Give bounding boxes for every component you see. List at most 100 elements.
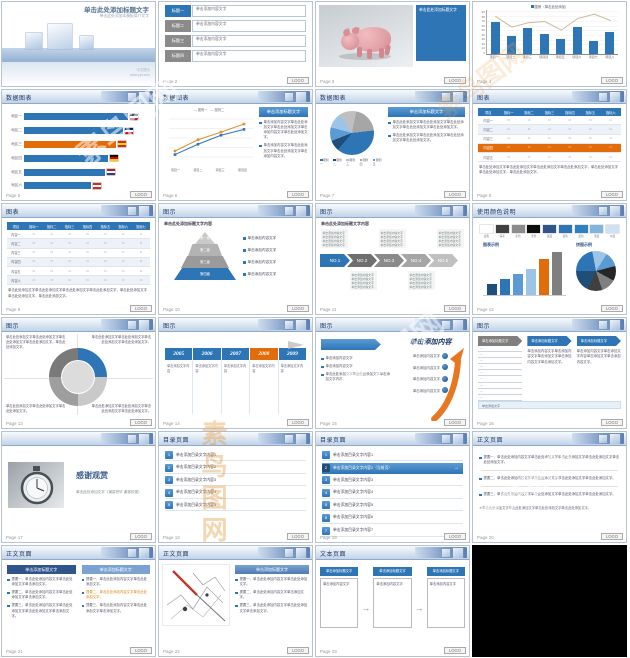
pyramid-body: 单击此处添加标题文字内容 第一级 单击添加内容文字 第二级 单击添加内容文字 第三级 单击…	[159, 218, 312, 303]
slide-title: 图示	[320, 210, 334, 216]
slide-1-cover[interactable]: 单击此处添加标题文字 单击此处添加本模板简介文字 中文提示 www.ppt.co…	[1, 1, 156, 87]
toc-item[interactable]: 1 单击添加目录文字内容1	[322, 450, 463, 461]
toc-item[interactable]: 2 单击添加目录文字内容2	[165, 463, 306, 474]
toc-item[interactable]: 4 单击添加目录文字内容4	[322, 488, 463, 499]
arrow-item: 单击添加内容文字	[397, 352, 464, 359]
table-row-label: 内容二	[478, 125, 499, 135]
slide-8-table[interactable]: 图表 项目 指标一 指标二 指标三 指标四 指标五 指标六 内容一 □ □ □ □ □ □ 内容二 □ □ □ □ □…	[472, 89, 627, 201]
slide-9-table[interactable]: 图表 项目 指标一 指标二 指标三 指标四 指标五 指标六 指标七 内容一 □ □ □ □ □ □ □ 内容二 □…	[1, 203, 156, 315]
arrow-item-text: 单击添加内容文字	[412, 365, 440, 370]
toc-item[interactable]: 3 单击添加目录文字内容3	[165, 475, 306, 487]
color-swatch	[480, 225, 493, 233]
page-number: Page 6	[163, 193, 178, 198]
slide-10-pyramid[interactable]: 图示 单击此处添加标题文字内容 第一级 单击添加内容文字 第二级 单击添加内容文字 第三…	[158, 203, 313, 315]
slide-15-arrow-content[interactable]: 图示 单击添加内容文字 单击添加内容文字 单击此处添加文字单击此处添加文字单击添…	[315, 317, 470, 429]
cube-graphic	[80, 36, 93, 49]
color-swatch	[590, 225, 604, 233]
slide-17-thanks[interactable]: 感谢观赏 单击此处添加文字（演讲完毕 谢谢欣赏） Page 17 LOGO	[1, 431, 156, 543]
table-cell: □	[24, 257, 43, 267]
slide-header: 数据图表	[316, 90, 469, 104]
bullet-item: 单击添加内容文字单击此处添加文字单击此处添加文字单击添加内容文字。	[259, 143, 308, 158]
pyramid-side-text: 单击添加内容文字	[243, 248, 276, 253]
hbar-row: 地区三	[7, 138, 150, 152]
table-cell: □	[60, 257, 79, 267]
slide-16-three-chevrons[interactable]: 图示 单击添加标题文字 — — — — — — — — — 单击添加标题文字 单击添加内容文字单击添加…	[472, 317, 627, 429]
cube-icon	[610, 320, 620, 330]
cover-subtitle: 单击此处添加本模板简介文字	[99, 14, 149, 18]
table-cell: □	[24, 239, 43, 249]
bullet-item-highlighted: 提要二、单击此处添加内容文字单击此处添加文字。	[81, 590, 151, 600]
slide-13-donut[interactable]: 图示 单击此处添加文字单击此处添加文字单击此处添加文字单击此处添加文字。单击此处…	[1, 317, 156, 429]
toc-item[interactable]: 2 单击添加目录文字内容2（当前页） →	[322, 462, 463, 474]
timeline-body: 2005 2006 2007 2008 2009 单击添加文字内容 单击添加文字内容 单击添…	[159, 332, 312, 417]
slide-title: 数据图表	[163, 96, 190, 102]
slide-21-two-columns[interactable]: 正文页面 单击添加标题文字 提要一、单击此处添加内容文字单击此处添加文字单击添加…	[1, 545, 156, 657]
text-column: 单击添加标题文字 单击添加内容文字单击此处添加文字单击此处添加文字单击添加内容文…	[259, 107, 308, 186]
chevron-column: 单击添加标题文字 — — — — — — — — —	[478, 336, 523, 401]
bullet-icon	[235, 604, 238, 608]
slide-18-toc[interactable]: 目录页面 1 单击添加目录文字内容1 2 单击添加目录文字内容2 3 单击添加目录文字内容…	[158, 431, 313, 543]
hbar	[24, 182, 92, 190]
step-note-line: 单击添加内容文字	[322, 230, 345, 235]
slide-11-process[interactable]: 图示 单击此处添加标题文字内容 单击添加内容文字 单击添加内容文字 单击添加内容文字…	[315, 203, 470, 315]
toc-item[interactable]: 7 单击添加目录文字内容7	[322, 526, 463, 537]
pencil-sketch-photo	[163, 565, 229, 625]
toc-item[interactable]: 5 单击添加目录文字内容5	[165, 500, 306, 512]
bar	[513, 274, 523, 295]
slide-2-agenda[interactable]: 标题一 单击添加内容文字 标题二 单击添加内容文字 标题三 单击添加内容文字 标题四 单击添加…	[158, 1, 313, 87]
step-note-line: 单击添加内容文字	[351, 284, 374, 289]
step-note-line: 单击添加内容文字	[380, 242, 403, 247]
slide-19-toc-active[interactable]: 目录页面 1 单击添加目录文字内容1 2 单击添加目录文字内容2（当前页） → 3 单击添加…	[315, 431, 470, 543]
table-cell: □	[132, 230, 150, 240]
x-axis-label: 项目六	[572, 55, 582, 59]
y-axis-tick: 60	[481, 23, 485, 28]
slide-3-photo[interactable]: 单击此处添加标题文字 Page 3 LOGO	[315, 1, 470, 87]
agenda-text: 单击添加内容文字	[196, 52, 227, 56]
slide-4-bar-line-chart[interactable]: 图例（单击此处添加） 90 80 70 60 50 40 30 20 10 0 项目一 项目二 项目三…	[472, 1, 627, 87]
table-header-cell: 项目	[478, 108, 499, 117]
hbar-row: 地区五	[7, 165, 150, 179]
slide-20-body-text[interactable]: 正文页面 提要一、单击此处添加内容文字单击此处添加文字单击此处添加文字单击此处添…	[472, 431, 627, 543]
bar-line-chart: 90 80 70 60 50 40 30 20 10 0	[477, 10, 624, 55]
slide-14-timeline[interactable]: 图示 2005 2006 2007 2008 2009 单击添加文字内容 单击添加文字内容…	[158, 317, 313, 429]
color-swatch	[558, 225, 572, 233]
example-charts: 图表示例 饼图示例	[483, 242, 616, 296]
line-chart-svg	[169, 118, 253, 158]
slide-7-pie-chart[interactable]: 数据图表 图例一 图例二 图例三 图例四 图例五 单击添加标题文字 单击此处添加文字单击…	[315, 89, 470, 201]
pyramid-side-text: 单击添加内容文字	[243, 260, 276, 265]
toc-item[interactable]: 5 单击添加目录文字内容5	[322, 500, 463, 512]
y-axis: 90 80 70 60 50 40 30 20 10 0	[477, 10, 486, 55]
toc-item[interactable]: 4 单击添加目录文字内容4	[165, 488, 306, 499]
arrow-item-text: 单击添加内容文字	[412, 388, 440, 393]
step-note: 单击添加内容文字 单击添加内容文字 单击添加内容文字 单击添加内容文字	[379, 229, 406, 249]
toc-text: 单击添加目录文字内容1	[176, 452, 217, 457]
bullet-item: 单击此处添加文字单击此处添加文字单击此处添加文字单击此处添加文字。	[388, 133, 465, 143]
legend-swatch	[346, 158, 349, 161]
stopwatch-graphic	[20, 466, 54, 505]
slide-22-photo-text[interactable]: 正文页面 单击添加标题文字 提要一、单击此处添加内容文字单击此处添加文字。 提要…	[158, 545, 313, 657]
logo-placeholder: LOGO	[130, 190, 152, 198]
slide-12-color-guide[interactable]: 使用颜色说明 白色 深灰 灰色 黑色 深蓝 蓝色 蓝色 浅蓝 淡蓝 图表示例 饼图示例 Page…	[472, 203, 627, 315]
toc-item[interactable]: 1 单击添加目录文字内容1	[165, 450, 306, 461]
divider	[481, 486, 618, 488]
flow-step-tab: 单击添加标题文字	[373, 567, 412, 576]
hbar-body: 地区一 地区二 地区三 地区四 地区五 地区六	[2, 104, 155, 190]
toc-list: 1 单击添加目录文字内容1 2 单击添加目录文字内容2 3 单击添加目录文字内容3 4 单击添…	[159, 450, 312, 512]
slide-title: 数据图表	[6, 96, 33, 102]
cube-icon	[296, 548, 306, 558]
bullet-item: 提要二、单击此处添加内容文字单击此处添加文字单击此处添加文字单击此处添加文字。	[479, 476, 620, 481]
slide-header	[2, 432, 155, 446]
bullet-item: 提要一、单击此处添加内容文字单击此处添加文字。	[235, 577, 309, 587]
slide-5-hbar-chart[interactable]: 数据图表 地区一 地区二 地区三 地区四 地区五 地区六 Page 5 LOGO	[1, 89, 156, 201]
table-cell: □	[78, 239, 97, 249]
logo-placeholder: LOGO	[287, 76, 309, 84]
bullet-icon	[243, 237, 246, 240]
toc-item[interactable]: 3 单击添加目录文字内容3	[322, 475, 463, 487]
pyramid-diagram: 第一级 单击添加内容文字 第二级 单击添加内容文字 第三级 单击添加内容文字 第四级 单击添加…	[163, 232, 308, 288]
slide-6-line-chart[interactable]: 数据图表 — 图例一 — 图例二 项目一 项目二 项目三 项目四 单击添加标题文字 单…	[158, 89, 313, 201]
legend-swatch	[530, 5, 534, 8]
toc-item[interactable]: 6 单击添加目录文字内容6	[322, 513, 463, 524]
slide-23-flow[interactable]: 文本页面 单击添加标题文字 单击添加内容文字 → 单击添加标题文字 单击添加内容文字 → 单…	[315, 545, 470, 657]
arrow-item-text: 单击添加内容文字	[412, 377, 440, 381]
flag-icon	[117, 141, 126, 148]
